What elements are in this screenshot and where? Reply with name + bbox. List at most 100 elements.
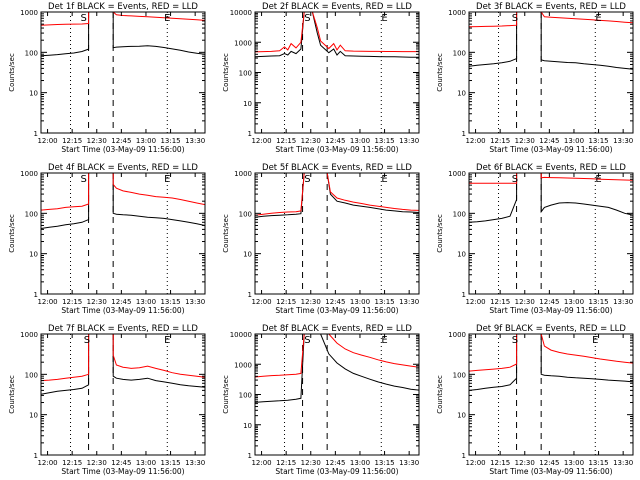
series-line-lld	[469, 334, 633, 372]
series-line-lld	[255, 334, 419, 378]
plot-frame	[254, 172, 420, 295]
x-tick-label: 12:45	[325, 298, 345, 306]
series-line-lld	[41, 12, 205, 26]
x-tick-label: 12:00	[465, 459, 485, 467]
x-axis-label: Start Time (03-May-09 11:56:00)	[489, 306, 612, 315]
marker-s-label: S	[84, 335, 90, 346]
x-tick-label: 12:30	[87, 137, 107, 145]
y-tick-label: 1000	[20, 170, 38, 178]
y-tick-label: 10	[457, 251, 466, 259]
y-tick-label: 100	[453, 210, 466, 218]
x-axis-label: Start Time (03-May-09 11:56:00)	[61, 306, 184, 315]
x-tick-label: 12:30	[301, 298, 321, 306]
marker-e-label: E	[592, 335, 598, 346]
y-tick-label: 1000	[234, 361, 252, 369]
x-tick-label: 12:00	[465, 298, 485, 306]
series-line-events	[41, 173, 205, 229]
chart-title: Det 9f BLACK = Events, RED = LLD	[476, 324, 626, 334]
y-tick-label: 1000	[448, 9, 466, 17]
chart-title: Det 4f BLACK = Events, RED = LLD	[48, 163, 198, 173]
plot-frame	[468, 333, 634, 456]
y-tick-label: 1	[34, 130, 38, 138]
marker-e-label: E	[381, 174, 387, 185]
y-tick-label: 1	[248, 130, 252, 138]
x-tick-label: 12:30	[301, 137, 321, 145]
marker-s-label: S	[304, 174, 310, 185]
chart-panel-3: Det 3f BLACK = Events, RED = LLD 12:00 12:…	[436, 2, 634, 154]
series-group	[41, 334, 205, 395]
y-axis-label: Counts/sec	[436, 214, 444, 253]
series-line-lld	[255, 12, 419, 53]
x-tick-label: 13:00	[350, 459, 370, 467]
x-axis-label: Start Time (03-May-09 11:56:00)	[61, 467, 184, 476]
series-line-lld	[469, 12, 633, 28]
x-tick-label: 12:00	[37, 298, 57, 306]
y-tick-label: 10	[29, 90, 38, 98]
x-tick-label: 13:15	[374, 298, 394, 306]
x-tick-label: 12:45	[539, 137, 559, 145]
x-tick-label: 12:45	[325, 459, 345, 467]
y-tick-label: 100	[25, 210, 38, 218]
y-tick-label: 10	[457, 412, 466, 420]
y-tick-label: 1	[248, 291, 252, 299]
x-tick-label: 12:15	[490, 459, 510, 467]
y-tick-label: 10	[243, 251, 252, 259]
chart-title: Det 1f BLACK = Events, RED = LLD	[48, 2, 198, 12]
x-tick-label: 12:30	[301, 459, 321, 467]
x-tick-label: 13:30	[613, 459, 633, 467]
plot-frame	[468, 172, 634, 295]
y-tick-label: 10	[29, 412, 38, 420]
marker-e-label: E	[164, 174, 170, 185]
marker-e-label: E	[595, 13, 601, 24]
series-line-events	[41, 12, 205, 57]
x-tick-label: 12:30	[515, 459, 535, 467]
y-tick-label: 1	[248, 452, 252, 460]
x-tick-label: 12:30	[87, 298, 107, 306]
x-tick-label: 13:00	[564, 137, 584, 145]
plot-frame	[254, 333, 420, 456]
y-tick-label: 10	[243, 422, 252, 430]
series-line-events	[255, 173, 419, 218]
x-axis-label: Start Time (03-May-09 11:56:00)	[61, 145, 184, 154]
x-axis-label: Start Time (03-May-09 11:56:00)	[275, 145, 398, 154]
series-group	[41, 173, 205, 229]
y-tick-label: 100	[453, 371, 466, 379]
series-group	[469, 12, 633, 70]
y-tick-label: 1000	[234, 170, 252, 178]
x-tick-label: 12:30	[515, 298, 535, 306]
x-tick-label: 13:15	[588, 137, 608, 145]
series-line-events	[41, 334, 205, 395]
x-tick-label: 13:00	[350, 298, 370, 306]
x-tick-label: 12:15	[62, 298, 82, 306]
x-axis-label: Start Time (03-May-09 11:56:00)	[489, 467, 612, 476]
chart-title: Det 5f BLACK = Events, RED = LLD	[262, 163, 412, 173]
y-tick-label: 1000	[20, 331, 38, 339]
y-tick-label: 10000	[230, 331, 252, 339]
series-line-events	[469, 173, 633, 223]
chart-title: Det 3f BLACK = Events, RED = LLD	[476, 2, 626, 12]
y-tick-label: 1	[462, 291, 466, 299]
chart-panel-7: Det 7f BLACK = Events, RED = LLD 12:00 12:…	[8, 324, 206, 476]
marker-e-label: E	[164, 335, 170, 346]
y-tick-label: 100	[25, 371, 38, 379]
series-line-lld	[255, 173, 419, 216]
chart-title: Det 8f BLACK = Events, RED = LLD	[262, 324, 412, 334]
x-tick-label: 13:00	[136, 298, 156, 306]
x-tick-label: 12:45	[539, 298, 559, 306]
y-axis-label: Counts/sec	[222, 214, 230, 253]
x-tick-label: 12:45	[539, 459, 559, 467]
y-tick-label: 1000	[20, 9, 38, 17]
series-group	[469, 173, 633, 223]
series-line-events	[469, 334, 633, 391]
y-tick-label: 1	[34, 452, 38, 460]
x-tick-label: 12:15	[276, 459, 296, 467]
y-tick-label: 10	[243, 100, 252, 108]
series-group	[41, 12, 205, 57]
x-tick-label: 13:00	[350, 137, 370, 145]
chart-panel-2: Det 2f BLACK = Events, RED = LLD 12:00 12:…	[222, 2, 420, 154]
x-tick-label: 13:30	[399, 298, 419, 306]
plot-frame	[40, 11, 206, 134]
y-tick-label: 100	[239, 70, 252, 78]
x-tick-label: 12:30	[515, 137, 535, 145]
